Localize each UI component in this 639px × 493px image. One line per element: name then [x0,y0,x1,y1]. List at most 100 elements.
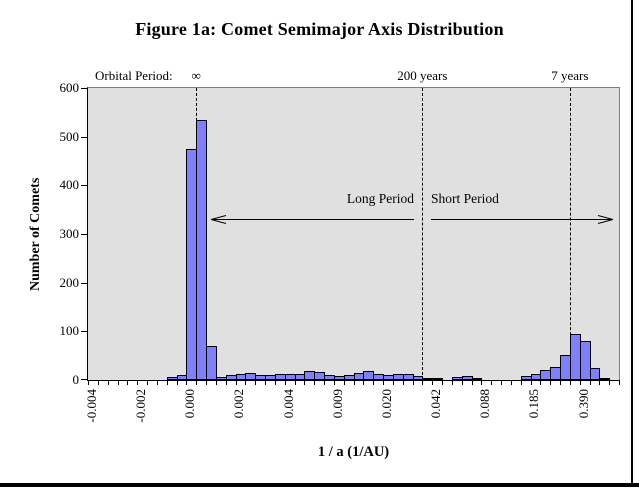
histogram-bar [196,120,207,380]
short-period-arrow [431,215,614,224]
x-tick-label: 0.185 [526,389,541,419]
x-axis-tick [108,380,109,385]
x-tick-label: 0.000 [182,389,197,419]
x-axis-tick [472,380,473,385]
y-tick-label: 400 [59,177,80,192]
histogram-bar [472,378,482,380]
x-axis-tick [580,380,581,385]
x-axis-tick [501,380,502,385]
x-axis-tick [393,380,394,385]
x-axis-tick [462,380,463,385]
y-tick-label: 100 [59,323,80,338]
y-axis-tick [81,379,87,380]
y-tick-label: 300 [59,226,80,241]
histogram-bar [580,341,591,380]
x-axis-tick [432,380,433,385]
x-axis-tick [334,380,335,385]
x-axis-tick [422,380,423,385]
histogram-bar [599,378,610,380]
x-axis-tick [344,380,345,385]
x-axis-tick [314,380,315,385]
line-label-7-years: 7 years [551,68,589,83]
x-tick-label: 0.009 [330,389,345,419]
x-axis-tick [609,380,610,385]
x-axis-tick [550,380,551,385]
x-axis-tick [373,380,374,385]
x-axis-tick [88,380,89,385]
histogram-bar [590,368,600,380]
x-axis-tick [531,380,532,385]
x-axis-tick [540,380,541,385]
x-axis-tick [147,380,148,385]
y-axis-tick [81,283,87,284]
x-axis-tick [196,380,197,385]
x-axis-tick [285,380,286,385]
x-axis-tick [511,380,512,385]
x-axis-tick [383,380,384,385]
x-axis-tick [118,380,119,385]
x-axis-tick [491,380,492,385]
x-axis-tick [599,380,600,385]
y-axis-tick [81,185,87,186]
x-axis-tick [619,380,620,385]
long-period-label: Long Period [346,191,414,206]
x-tick-label: 0.002 [231,389,246,419]
line-label-200-years: 200 years [397,68,448,83]
frame-border-right [631,0,633,487]
y-axis-tick [81,88,87,89]
frame-border-bottom [0,483,639,487]
x-tick-label: -0.002 [133,389,148,423]
x-axis-tick [521,380,522,385]
dashed-line-7-years [569,88,571,380]
y-tick-label: 200 [59,275,80,290]
x-tick-label: 0.042 [428,389,443,419]
x-axis-tick [403,380,404,385]
y-tick-label: 0 [72,372,80,387]
plot-area: Orbital Period: ∞ 200 years 7 years Long… [60,68,620,423]
x-axis-tick [304,380,305,385]
x-axis-tick [157,380,158,385]
x-axis-tick [245,380,246,385]
x-axis-tick [137,380,138,385]
x-axis-tick [265,380,266,385]
x-axis-tick [324,380,325,385]
x-tick-label: -0.004 [84,389,99,423]
x-axis-tick [295,380,296,385]
y-axis-tick [81,234,87,235]
y-axis-tick [81,137,87,138]
period-region-arrows [210,215,614,224]
x-tick-label: 0.020 [379,389,394,419]
histogram-bar [432,378,443,380]
x-axis-tick [442,380,443,385]
orbital-period-label: Orbital Period: [95,68,173,83]
short-period-label: Short Period [431,191,499,206]
x-axis-tick [590,380,591,385]
x-axis-tick [570,380,571,385]
x-axis-tick [98,380,99,385]
x-axis-tick [560,380,561,385]
x-axis-tick [275,380,276,385]
infinity-label: ∞ [191,68,201,83]
x-tick-label: 0.390 [576,389,591,419]
x-axis-tick [177,380,178,385]
x-axis-title: 1 / a (1/AU) [317,444,390,460]
x-axis-tick [255,380,256,385]
y-axis-tick [81,331,87,332]
long-period-arrow [210,215,414,224]
x-axis-tick [226,380,227,385]
figure-title: Figure 1a: Comet Semimajor Axis Distribu… [135,19,504,39]
x-tick-label: 0.004 [281,389,296,419]
x-axis-tick [413,380,414,385]
y-tick-label: 500 [59,129,80,144]
y-tick-label: 600 [59,80,80,95]
x-axis-tick [186,380,187,385]
x-axis-tick [206,380,207,385]
x-axis-tick [354,380,355,385]
x-axis-tick [363,380,364,385]
x-axis-tick [452,380,453,385]
histogram-bar [206,346,217,380]
x-axis-tick [481,380,482,385]
x-axis-tick [216,380,217,385]
dashed-line-200-years [422,88,424,380]
